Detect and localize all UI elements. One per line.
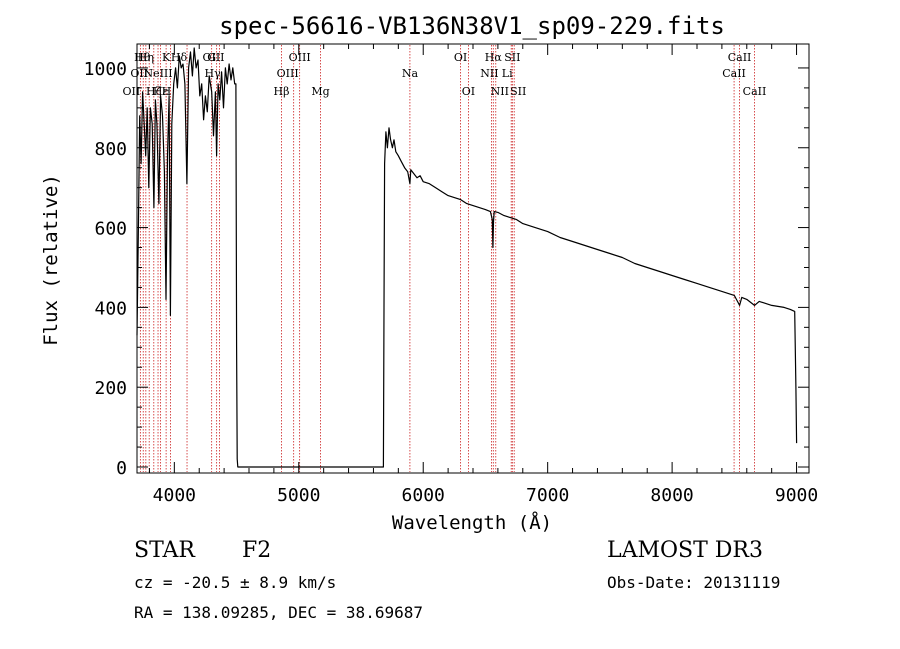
axis-ticks — [137, 44, 809, 473]
object-subclass: F2 — [242, 538, 272, 563]
line-label-13: Hβ — [274, 85, 290, 98]
line-label-16: Mg — [311, 85, 329, 98]
y-tick-label: 0 — [116, 458, 127, 479]
line-label-3: OII — [130, 67, 148, 80]
line-label-12: OIII — [202, 51, 224, 64]
line-label-26: CaII — [722, 67, 746, 80]
x-tick-label: 8000 — [650, 485, 693, 506]
line-label-18: OI — [454, 51, 467, 64]
x-tick-label: 9000 — [775, 485, 818, 506]
plot-frame — [136, 43, 810, 474]
x-tick-label: 6000 — [402, 485, 445, 506]
radial-velocity: cz = -20.5 ± 8.9 km/s — [134, 573, 337, 592]
y-tick-label: 600 — [94, 219, 127, 240]
spectral-line-markers — [139, 45, 755, 472]
line-label-23: Li — [502, 67, 513, 80]
line-label-2: Hη — [138, 51, 154, 64]
object-class: STAR — [134, 538, 195, 563]
line-label-22: NII — [491, 85, 509, 98]
line-label-0: OII — [123, 85, 141, 98]
y-tick-label: 400 — [94, 298, 127, 319]
line-label-15: OIII — [289, 51, 311, 64]
observation-date: Obs-Date: 20131119 — [607, 573, 781, 592]
line-label-20: NII — [480, 67, 498, 80]
line-label-24: SII — [504, 51, 520, 64]
x-tick-label: 4000 — [153, 485, 196, 506]
y-axis-label: Flux (relative) — [40, 174, 62, 346]
line-label-14: OIII — [277, 67, 299, 80]
chart-title: spec-56616-VB136N38V1_sp09-229.fits — [219, 12, 725, 40]
line-label-4: Hζ — [146, 85, 162, 98]
y-tick-label: 200 — [94, 378, 127, 399]
y-tick-label: 1000 — [84, 59, 127, 80]
x-axis-label: Wavelength (Å) — [392, 511, 552, 534]
line-label-10: G — [207, 51, 216, 64]
line-label-28: CaII — [743, 85, 767, 98]
x-tick-label: 5000 — [277, 485, 320, 506]
line-label-25: SII — [510, 85, 526, 98]
line-label-17: Na — [402, 67, 419, 80]
y-tick-label: 800 — [94, 139, 127, 160]
line-label-11: Hγ — [205, 67, 222, 80]
line-label-6: Hε — [153, 85, 169, 98]
axis-tick-labels: 4000 5000 6000 7000 8000 9000 0 200 400 600 800 100… — [84, 59, 819, 506]
line-label-21: Hα — [485, 51, 503, 64]
line-label-27: CaII — [728, 51, 752, 64]
x-tick-label: 7000 — [526, 485, 569, 506]
line-label-5: NeIII — [143, 67, 172, 80]
line-label-19: OI — [462, 85, 475, 98]
line-label-1: Hθ — [134, 51, 151, 64]
survey-name: LAMOST DR3 — [607, 538, 763, 563]
line-label-8: H — [162, 85, 172, 98]
line-label-7: K — [162, 51, 171, 64]
spectrum-series-line — [136, 47, 798, 468]
coordinates: RA = 138.09285, DEC = 38.69687 — [134, 603, 423, 622]
